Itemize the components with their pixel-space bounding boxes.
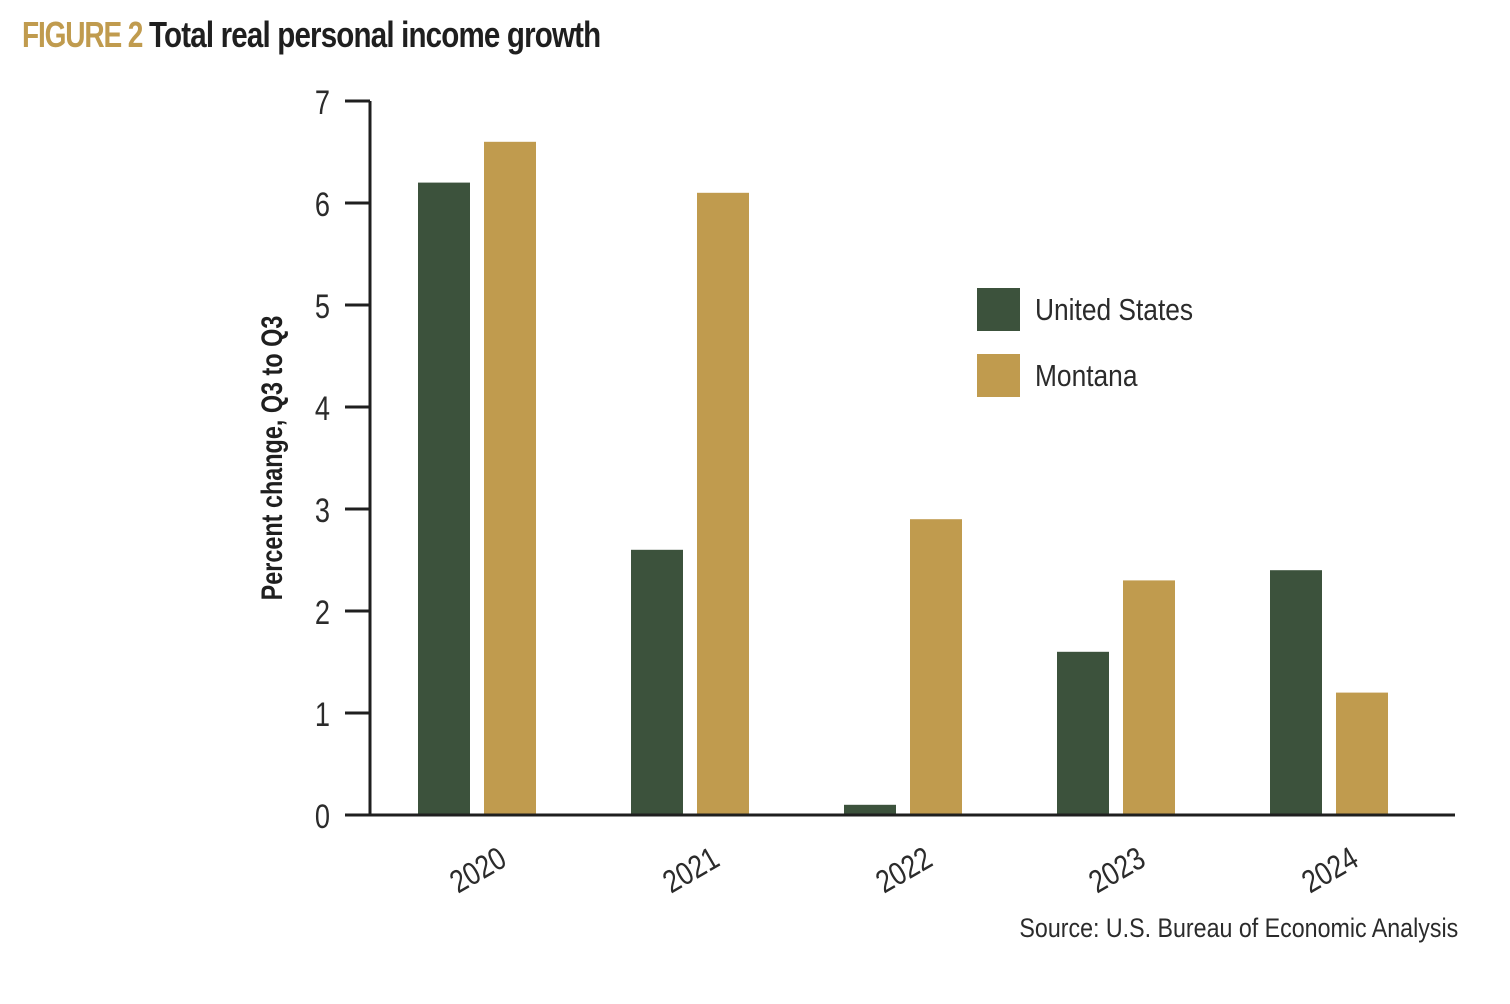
legend-label-united-states: United States: [1035, 293, 1193, 327]
y-tick-label: 0: [315, 797, 330, 836]
legend-swatch-montana: [977, 354, 1020, 397]
bar-montana-2021: [697, 192, 749, 816]
bars: [418, 141, 1388, 816]
bar-montana-2024: [1336, 692, 1388, 815]
legend-label-montana: Montana: [1035, 359, 1137, 393]
bar-united-states-2021: [631, 549, 683, 815]
bar-united-states-2024: [1270, 570, 1322, 815]
y-axis-label: Percent change, Q3 to Q3: [255, 316, 288, 601]
y-tick-label: 4: [315, 389, 330, 428]
y-tick-label: 2: [315, 593, 330, 632]
x-tick-label: 2022: [870, 841, 938, 900]
y-tick-label: 3: [315, 491, 330, 530]
bar-montana-2020: [484, 141, 536, 816]
y-tick-label: 1: [315, 695, 330, 734]
chart-title: Total real personal income growth: [149, 14, 601, 55]
x-tick-label: 2024: [1296, 841, 1364, 900]
bar-united-states-2020: [418, 182, 470, 816]
legend: United States Montana: [977, 288, 1193, 397]
x-tick-label: 2021: [657, 841, 725, 900]
bar-united-states-2023: [1057, 651, 1109, 815]
figure-title: FIGURE 2 Total real personal income grow…: [22, 14, 699, 64]
bar-united-states-2022: [844, 804, 896, 815]
y-axis: 0 1 2 3 4 5 6 7: [315, 83, 372, 836]
x-axis: 2020 2021 2022 2023 2024: [345, 813, 1455, 901]
y-tick-label: 5: [315, 287, 330, 326]
y-tick-label: 7: [315, 83, 330, 122]
x-tick-label: 2023: [1083, 841, 1151, 900]
legend-swatch-united-states: [977, 288, 1020, 331]
bar-montana-2023: [1123, 580, 1175, 815]
bar-montana-2022: [910, 519, 962, 815]
source-note: Source: U.S. Bureau of Economic Analysis: [1019, 913, 1458, 943]
y-tick-label: 6: [315, 185, 330, 224]
x-tick-label: 2020: [444, 841, 512, 900]
